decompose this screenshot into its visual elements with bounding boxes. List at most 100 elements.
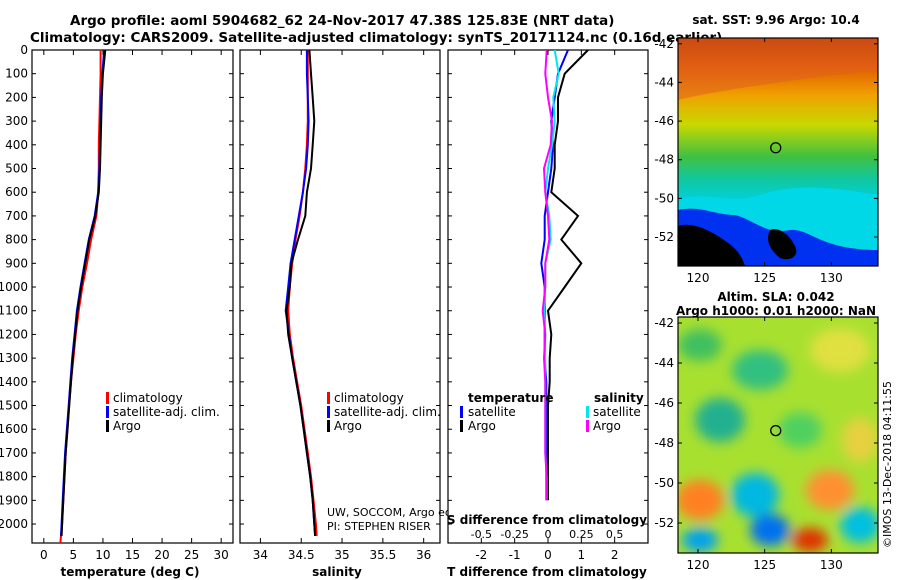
argo-float-marker (770, 142, 782, 154)
lat-tick-label: -44 (654, 356, 674, 370)
s-tick-label: 0.5 (606, 528, 624, 541)
lat-tick-label: -46 (654, 396, 674, 410)
lon-tick-label: 130 (820, 558, 843, 572)
legend-climatology-swatch (106, 392, 109, 404)
depth-tick-label: 1100 (0, 304, 28, 318)
lat-tick-label: -42 (654, 316, 674, 330)
sla-map-frame (677, 316, 879, 554)
x-tick-label: 25 (184, 548, 199, 562)
depth-tick-label: 800 (5, 233, 28, 247)
sla-map-subtitle: Argo h1000: 0.01 h2000: NaN (676, 304, 876, 318)
depth-tick-label: 1400 (0, 375, 28, 389)
legend-salinity-title: salinity (594, 391, 644, 405)
lon-tick-label: 120 (687, 558, 710, 572)
s-tick-label: 0.25 (569, 528, 594, 541)
depth-tick-label: 200 (5, 90, 28, 104)
lat-tick-label: -50 (654, 476, 674, 490)
lat-tick-label: -50 (654, 191, 674, 205)
legend-satellite-label: satellite-adj. clim. (113, 405, 220, 419)
sst-cloud-mask (678, 224, 745, 266)
sla-map-title: Altim. SLA: 0.042 (717, 290, 834, 304)
legend-argo-swatch (106, 420, 109, 432)
figure-title: Argo profile: aoml 5904682_62 24-Nov-201… (70, 13, 614, 29)
legend-s-argo-swatch (586, 420, 589, 432)
lon-tick-label: 125 (753, 558, 776, 572)
lon-tick-label: 125 (753, 271, 776, 285)
lat-tick-label: -52 (654, 516, 674, 530)
legend-temperature-title: temperature (468, 391, 553, 405)
lat-tick-label: -42 (654, 37, 674, 51)
legend-satellite-swatch (106, 406, 109, 418)
difference-legend: temperature satellite Argo salinity sate… (460, 391, 644, 433)
sst-cloud-mask-2 (768, 229, 797, 260)
salinity-plot-frame (239, 49, 441, 544)
depth-tick-label: 1500 (0, 399, 28, 413)
depth-tick-label: 600 (5, 185, 28, 199)
depth-tick-label: 0 (20, 43, 28, 57)
legend-s-argo-label: Argo (593, 419, 621, 433)
depth-tick-label: 1000 (0, 280, 28, 294)
x-tick-label: -2 (475, 548, 487, 562)
depth-tick-label: 1200 (0, 327, 28, 341)
x-tick-label: 10 (95, 548, 110, 562)
s-difference-label: S difference from climatology (447, 513, 647, 527)
s-tick-label: -0.25 (500, 528, 528, 541)
sla-anomalies (678, 328, 878, 552)
sst-warm-water (678, 38, 878, 100)
legend-satellite-swatch (327, 406, 330, 418)
difference-panel: -2 -1 0 1 2 -0.5 -0.25 0 0.25 0.5 S difference f… (447, 49, 649, 579)
x-tick-label: 15 (125, 548, 140, 562)
lat-tick-label: -46 (654, 114, 674, 128)
depth-tick-label: 100 (5, 67, 28, 81)
salinity-x-label: salinity (312, 565, 362, 579)
lat-tick-label: -48 (654, 436, 674, 450)
pi-note: PI: STEPHEN RISER (327, 520, 431, 533)
x-tick-label: 0 (40, 548, 48, 562)
x-tick-label: 36 (416, 548, 431, 562)
lat-tick-label: -48 (654, 153, 674, 167)
depth-tick-label: 700 (5, 209, 28, 223)
legend-climatology-label: climatology (334, 391, 404, 405)
temperature-x-label: temperature (deg C) (61, 565, 200, 579)
x-tick-label: 34.5 (288, 548, 315, 562)
argo-float-marker (770, 424, 782, 437)
legend-t-satellite-label: satellite (468, 405, 516, 419)
imos-watermark: ©IMOS 13-Dec-2018 04:11:55 (881, 381, 894, 548)
depth-tick-label: 1300 (0, 351, 28, 365)
legend-s-satellite-label: satellite (593, 405, 641, 419)
temperature-panel: 0100200300400500600700800900100011001200… (0, 43, 234, 579)
s-tick-label: 0 (545, 528, 552, 541)
sst-map-frame (677, 37, 879, 267)
legend-argo-swatch (327, 420, 330, 432)
s-tick-label: -0.5 (471, 528, 492, 541)
x-tick-label: 20 (154, 548, 169, 562)
x-tick-label: 1 (578, 548, 586, 562)
legend-satellite-label: satellite-adj. clim. (334, 405, 441, 419)
figure-subtitle: Climatology: CARS2009. Satellite-adjuste… (30, 30, 722, 46)
legend-t-argo-swatch (460, 420, 463, 432)
depth-tick-label: 1900 (0, 493, 28, 507)
lon-tick-label: 120 (687, 271, 710, 285)
salinity-legend: climatology satellite-adj. clim. Argo (327, 391, 441, 433)
x-tick-label: 0 (544, 548, 552, 562)
depth-tick-label: 500 (5, 162, 28, 176)
legend-s-satellite-swatch (586, 406, 589, 418)
series-line-argo (285, 49, 317, 536)
x-tick-label: 30 (214, 548, 229, 562)
x-tick-label: 34 (253, 548, 268, 562)
depth-tick-label: 1800 (0, 470, 28, 484)
depth-tick-label: 2000 (0, 517, 28, 531)
legend-t-satellite-swatch (460, 406, 463, 418)
depth-tick-label: 300 (5, 114, 28, 128)
series-line-s-argo (541, 49, 554, 501)
series-line-argo (60, 49, 107, 536)
lat-tick-label: -52 (654, 230, 674, 244)
legend-climatology-label: climatology (113, 391, 183, 405)
temperature-legend: climatology satellite-adj. clim. Argo (106, 391, 220, 433)
x-tick-label: 35 (334, 548, 349, 562)
depth-tick-label: 1700 (0, 446, 28, 460)
salinity-panel: 34 34.5 35 35.5 36 salinity climatology sate… (239, 49, 497, 579)
depth-tick-label: 400 (5, 138, 28, 152)
legend-t-argo-label: Argo (468, 419, 496, 433)
